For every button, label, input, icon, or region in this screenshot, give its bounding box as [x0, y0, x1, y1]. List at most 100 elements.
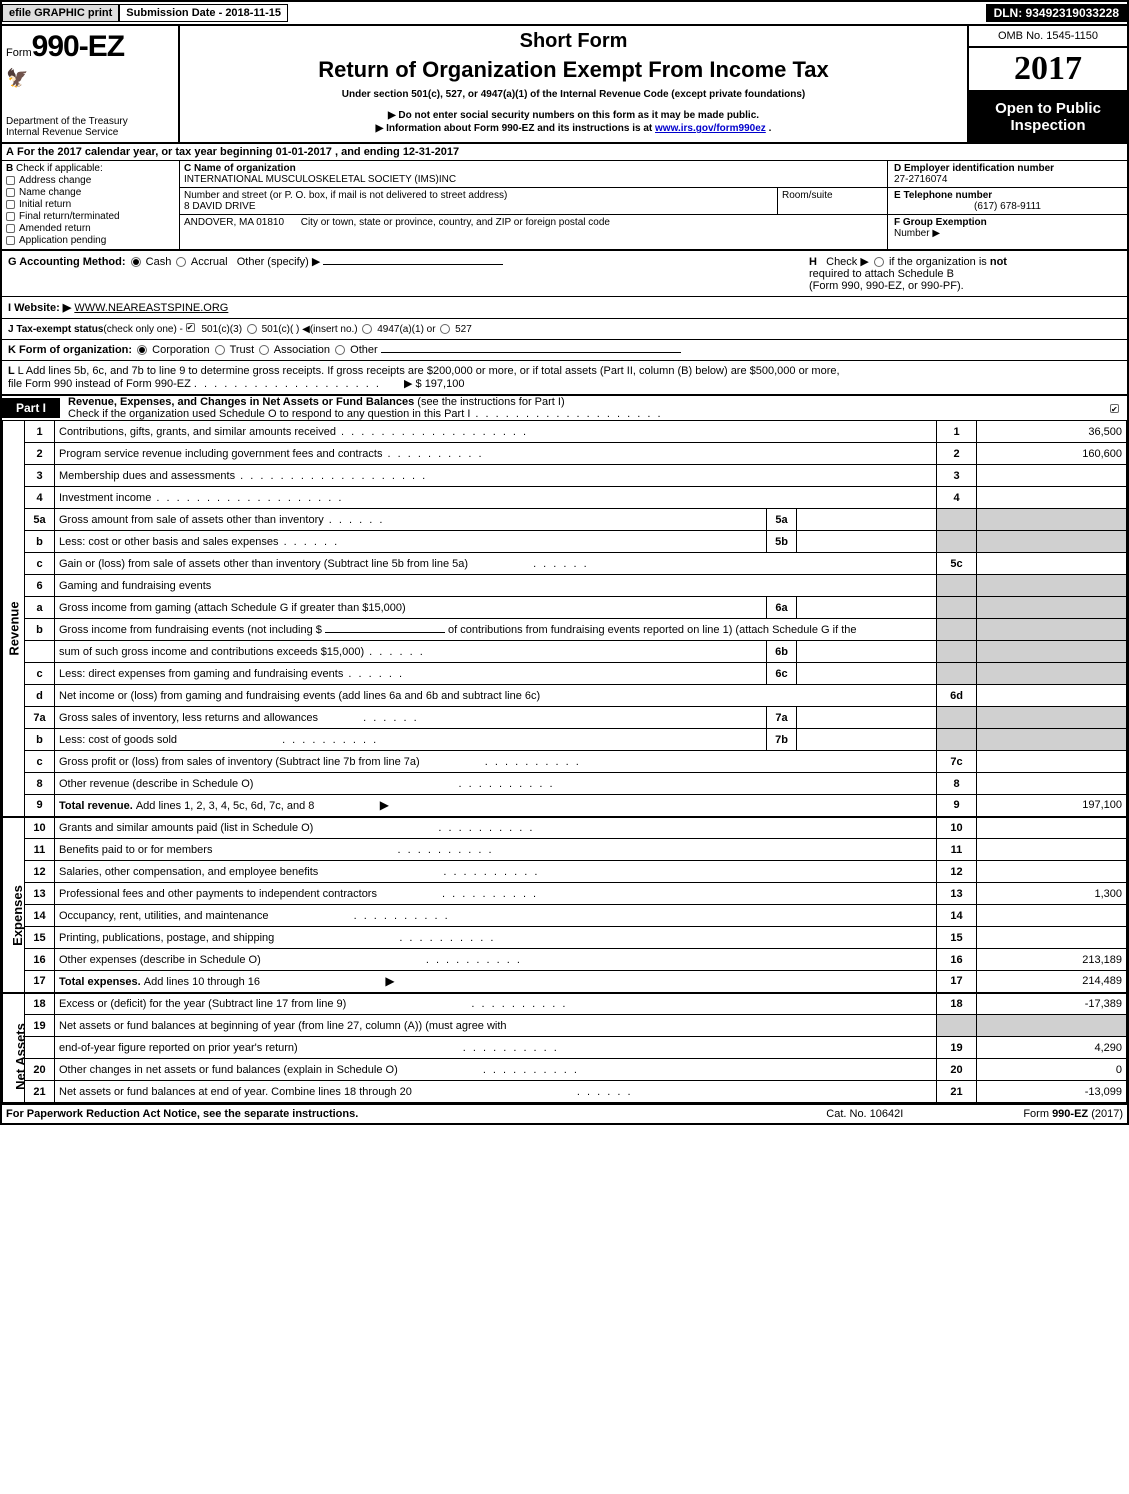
- dept-line-1: Department of the Treasury: [6, 116, 128, 127]
- radio-other[interactable]: [335, 345, 345, 355]
- label-c: C Name of organization: [184, 163, 296, 174]
- part-1-title-bold: Revenue, Expenses, and Changes in Net As…: [68, 396, 417, 408]
- omb-number: OMB No. 1545-1150: [969, 26, 1127, 48]
- j-sub: (check only one) -: [103, 324, 185, 335]
- line-18: Net Assets 18 Excess or (deficit) for th…: [3, 993, 1127, 1015]
- row-a-begin: 01-01-2017: [276, 146, 332, 158]
- row-a-tax-year: A For the 2017 calendar year, or tax yea…: [2, 142, 1127, 160]
- addr-label: Number and street (or P. O. box, if mail…: [184, 190, 507, 201]
- radio-501c[interactable]: [247, 324, 257, 334]
- row-a-mid: , and ending: [335, 146, 403, 158]
- col-b-intro: Check if applicable:: [16, 163, 103, 174]
- cb-amended-return[interactable]: [6, 224, 15, 233]
- info-post: .: [769, 123, 772, 134]
- radio-assoc[interactable]: [259, 345, 269, 355]
- line-15: 15 Printing, publications, postage, and …: [3, 927, 1127, 949]
- cb-initial-return[interactable]: [6, 200, 15, 209]
- accrual-label: Accrual: [191, 256, 228, 268]
- form-header: Form 990-EZ 🦅 Department of the Treasury…: [2, 24, 1127, 142]
- cb-501c3[interactable]: [186, 323, 195, 332]
- row-gh: G Accounting Method: Cash Accrual Other …: [2, 249, 1127, 296]
- j-opt2: 501(c)( ) ◀(insert no.): [262, 324, 358, 335]
- header-center: Short Form Return of Organization Exempt…: [180, 26, 967, 142]
- part-1-table: Revenue 1 Contributions, gifts, grants, …: [2, 420, 1127, 1103]
- row-k-org-form: K Form of organization: Corporation Trus…: [2, 339, 1127, 360]
- radio-corp[interactable]: [137, 345, 147, 355]
- h-not: not: [990, 256, 1007, 268]
- label-h: H: [809, 256, 817, 268]
- l-dots: [194, 378, 381, 390]
- line-14: 14 Occupancy, rent, utilities, and maint…: [3, 905, 1127, 927]
- revenue-section-label: Revenue: [3, 421, 25, 817]
- line-8: 8 Other revenue (describe in Schedule O)…: [3, 773, 1127, 795]
- line-7a: 7a Gross sales of inventory, less return…: [3, 707, 1127, 729]
- row-i-website: I Website: ▶ WWW.NEAREASTSPINE.ORG: [2, 296, 1127, 318]
- part-1-label: Part I: [2, 398, 60, 418]
- label-b: B: [6, 163, 13, 174]
- radio-527[interactable]: [440, 324, 450, 334]
- form-prefix: Form: [6, 47, 32, 59]
- radio-accrual[interactable]: [176, 257, 186, 267]
- form-number: 990-EZ: [32, 30, 124, 64]
- header-left: Form 990-EZ 🦅 Department of the Treasury…: [2, 26, 180, 142]
- subtitle: Under section 501(c), 527, or 4947(a)(1)…: [188, 89, 959, 100]
- cb-label-5: Application pending: [19, 235, 106, 246]
- cash-label: Cash: [146, 256, 172, 268]
- label-d: D Employer identification number: [894, 163, 1054, 174]
- line-12: 12 Salaries, other compensation, and emp…: [3, 861, 1127, 883]
- open-to-public: Open to Public Inspection: [969, 92, 1127, 142]
- org-name: INTERNATIONAL MUSCULOSKELETAL SOCIETY (I…: [184, 174, 456, 185]
- line-7c: c Gross profit or (loss) from sales of i…: [3, 751, 1127, 773]
- line-5b: b Less: cost or other basis and sales ex…: [3, 531, 1127, 553]
- label-e: E Telephone number: [894, 190, 992, 201]
- website-link[interactable]: WWW.NEAREASTSPINE.ORG: [74, 302, 228, 314]
- l-text2: file Form 990 instead of Form 990-EZ: [8, 378, 191, 390]
- cb-name-change[interactable]: [6, 188, 15, 197]
- line-2: 2 Program service revenue including gove…: [3, 443, 1127, 465]
- treasury-seal-icon: 🦅: [6, 68, 174, 89]
- row-g: G Accounting Method: Cash Accrual Other …: [8, 255, 801, 268]
- line-16: 16 Other expenses (describe in Schedule …: [3, 949, 1127, 971]
- submission-date: Submission Date - 2018-11-15: [119, 4, 288, 22]
- footer-left: For Paperwork Reduction Act Notice, see …: [6, 1108, 358, 1120]
- room-label: Room/suite: [782, 190, 833, 201]
- form-990ez: efile GRAPHIC print Submission Date - 20…: [0, 0, 1129, 1125]
- cb-final-return[interactable]: [6, 212, 15, 221]
- k-assoc: Association: [274, 344, 330, 356]
- cb-schedule-o[interactable]: [1110, 404, 1119, 413]
- address: 8 DAVID DRIVE: [184, 201, 256, 212]
- main-title: Return of Organization Exempt From Incom…: [188, 57, 959, 83]
- efile-print-button[interactable]: efile GRAPHIC print: [2, 4, 119, 22]
- j-opt3: 4947(a)(1) or: [377, 324, 435, 335]
- col-c-org-info: C Name of organization INTERNATIONAL MUS…: [180, 161, 887, 249]
- h-text2: if the organization is: [889, 256, 990, 268]
- line-6c: c Less: direct expenses from gaming and …: [3, 663, 1127, 685]
- radio-4947[interactable]: [362, 324, 372, 334]
- line-3: 3 Membership dues and assessments 3: [3, 465, 1127, 487]
- cb-label-4: Amended return: [19, 223, 91, 234]
- line-21: 21 Net assets or fund balances at end of…: [3, 1081, 1127, 1103]
- label-k: K Form of organization:: [8, 344, 132, 356]
- label-g: G Accounting Method:: [8, 256, 126, 268]
- label-a: A: [6, 146, 14, 158]
- cb-address-change[interactable]: [6, 176, 15, 185]
- k-other: Other: [350, 344, 378, 356]
- cb-label-1: Name change: [19, 187, 81, 198]
- instructions-link[interactable]: www.irs.gov/form990ez: [655, 123, 766, 134]
- radio-trust[interactable]: [215, 345, 225, 355]
- k-trust: Trust: [230, 344, 255, 356]
- cb-label-0: Address change: [19, 175, 91, 186]
- top-bar: efile GRAPHIC print Submission Date - 20…: [2, 2, 1127, 24]
- line-1: Revenue 1 Contributions, gifts, grants, …: [3, 421, 1127, 443]
- radio-cash[interactable]: [131, 257, 141, 267]
- part-1-title: Revenue, Expenses, and Changes in Net As…: [60, 396, 1110, 420]
- netassets-section-label: Net Assets: [3, 993, 25, 1103]
- line-19-1: 19 Net assets or fund balances at beginn…: [3, 1015, 1127, 1037]
- h-text3: required to attach Schedule B: [809, 268, 954, 280]
- radio-h[interactable]: [874, 257, 884, 267]
- label-f2: Number ▶: [894, 228, 940, 239]
- open-line-1: Open to Public: [995, 100, 1101, 117]
- cb-application-pending[interactable]: [6, 236, 15, 245]
- j-opt1: 501(c)(3): [201, 324, 242, 335]
- line-11: 11 Benefits paid to or for members 11: [3, 839, 1127, 861]
